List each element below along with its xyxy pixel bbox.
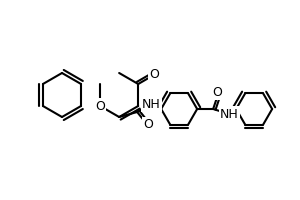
Text: O: O (143, 118, 153, 132)
Text: NH: NH (220, 108, 239, 120)
Text: NH: NH (142, 98, 161, 110)
Text: O: O (212, 86, 222, 98)
Text: O: O (95, 99, 105, 112)
Text: O: O (150, 68, 160, 81)
